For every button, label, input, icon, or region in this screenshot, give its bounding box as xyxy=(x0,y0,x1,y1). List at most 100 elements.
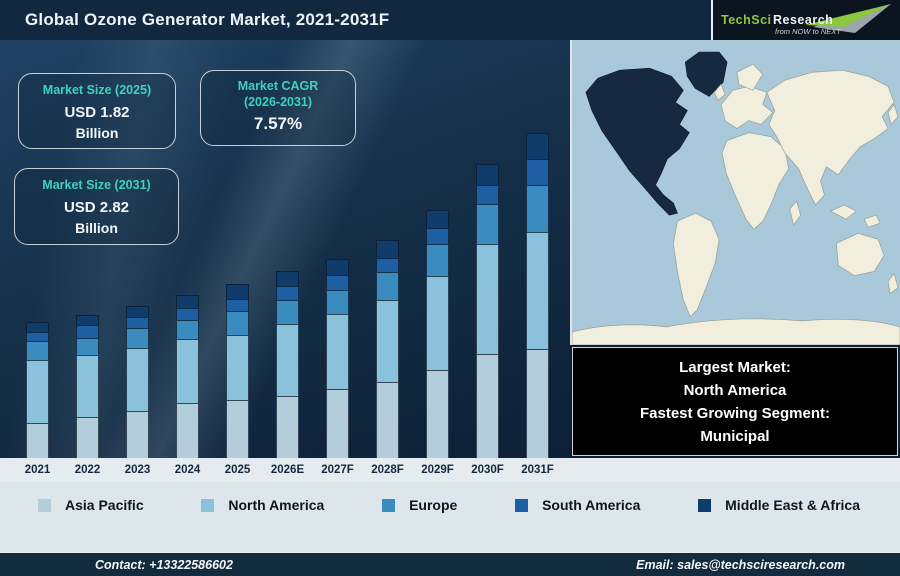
map-madagascar xyxy=(789,200,801,227)
market-cagr-box: Market CAGR (2026-2031) 7.57% xyxy=(200,70,356,146)
map-british-isles xyxy=(713,83,726,101)
callout-line-1: Largest Market: xyxy=(679,358,791,376)
logo-tagline: from NOW to NEXT xyxy=(775,27,842,36)
map-indonesia xyxy=(829,204,857,220)
bar-segment-north-america xyxy=(526,232,549,349)
bar-segment-south-america xyxy=(276,286,299,300)
bar-2022 xyxy=(76,315,99,458)
bar-2030F xyxy=(476,164,499,458)
legend-swatch-icon xyxy=(515,498,529,512)
bar-2023 xyxy=(126,306,149,458)
legend-label: North America xyxy=(228,497,325,513)
legend-swatch-icon xyxy=(38,498,51,512)
bar-2029F xyxy=(426,210,449,458)
bar-2024 xyxy=(176,295,199,458)
bar-segment-south-america xyxy=(526,159,549,185)
bar-segment-south-america xyxy=(226,299,249,311)
bar-segment-europe xyxy=(226,311,249,335)
bar-segment-north-america xyxy=(26,360,49,423)
bar-segment-europe xyxy=(526,185,549,232)
bar-2026E xyxy=(276,271,299,458)
bar-segment-asia-pacific xyxy=(76,417,99,458)
bar-segment-asia-pacific xyxy=(126,411,149,458)
bar-segment-asia-pacific xyxy=(376,382,399,458)
logo-brand-secondary: Research xyxy=(773,13,833,27)
x-tick-2031F: 2031F xyxy=(521,464,554,476)
bar-segment-asia-pacific xyxy=(26,423,49,458)
x-tick-2028F: 2028F xyxy=(371,464,404,476)
logo-arrow-icon xyxy=(805,4,891,27)
header: Global Ozone Generator Market, 2021-2031… xyxy=(0,0,900,40)
x-tick-2030F: 2030F xyxy=(471,464,504,476)
bar-segment-north-america xyxy=(426,276,449,370)
bar-segment-south-america xyxy=(426,228,449,244)
x-tick-2024: 2024 xyxy=(174,464,201,476)
legend-item-north-america: North America xyxy=(201,497,324,513)
bar-segment-middle-east-africa xyxy=(126,306,149,317)
bar-segment-middle-east-africa xyxy=(226,284,249,299)
x-tick-2023: 2023 xyxy=(124,464,151,476)
bar-segment-asia-pacific xyxy=(176,403,199,458)
market-size-2031-box: Market Size (2031) USD 2.82 Billion xyxy=(14,168,179,245)
x-tick-2025: 2025 xyxy=(224,464,251,476)
bar-segment-europe xyxy=(26,341,49,360)
bar-segment-south-america xyxy=(326,275,349,290)
market-size-2025-box: Market Size (2025) USD 1.82 Billion xyxy=(18,73,176,149)
callout-line-3: Fastest Growing Segment: xyxy=(639,404,831,422)
map-south-america xyxy=(673,212,720,318)
bar-segment-north-america xyxy=(276,324,299,396)
map-antarctica xyxy=(572,318,900,345)
market-size-2025-unit: Billion xyxy=(75,125,119,141)
map-new-guinea xyxy=(863,214,881,228)
techsci-research-logo: TechSci Research from NOW to NEXT xyxy=(711,0,900,40)
market-cagr-label: Market CAGR (2026-2031) xyxy=(237,79,319,109)
bar-segment-middle-east-africa xyxy=(76,315,99,325)
largest-market-callout: Largest Market: North America Fastest Gr… xyxy=(572,347,898,456)
bar-segment-asia-pacific xyxy=(326,389,349,458)
legend-label: South America xyxy=(542,497,641,513)
market-size-2031-unit: Billion xyxy=(75,220,118,236)
x-tick-2021: 2021 xyxy=(24,464,51,476)
bar-segment-south-america xyxy=(476,185,499,204)
map-europe xyxy=(720,85,774,130)
map-africa xyxy=(721,132,790,230)
bar-segment-middle-east-africa xyxy=(376,240,399,258)
footer-contact: Contact: +13322586602 xyxy=(95,557,233,572)
x-tick-2022: 2022 xyxy=(74,464,101,476)
bar-segment-north-america xyxy=(476,244,499,354)
x-tick-2027F: 2027F xyxy=(321,464,354,476)
bar-segment-middle-east-africa xyxy=(476,164,499,185)
bar-segment-europe xyxy=(126,328,149,348)
map-japan xyxy=(887,103,899,126)
bar-segment-middle-east-africa xyxy=(526,133,549,159)
footer: Contact: +13322586602 Email: sales@techs… xyxy=(0,552,900,576)
bar-segment-south-america xyxy=(176,308,199,320)
footer-email: Email: sales@techsciresearch.com xyxy=(636,557,845,572)
bar-segment-north-america xyxy=(76,355,99,417)
map-greenland xyxy=(684,51,728,97)
legend-swatch-icon xyxy=(201,498,215,512)
x-axis-strip: 2021 2022 2023 2024 2025 2026E 2027F 2028F 2029F… xyxy=(0,458,900,482)
page-title: Global Ozone Generator Market, 2021-2031… xyxy=(25,10,390,29)
bar-2021 xyxy=(26,322,49,458)
bar-segment-south-america xyxy=(26,332,49,341)
legend-item-asia-pacific: Asia Pacific xyxy=(38,497,144,513)
map-new-zealand xyxy=(887,272,899,295)
world-map-svg xyxy=(572,51,900,345)
legend-label: Middle East & Africa xyxy=(725,497,860,513)
callout-line-4: Municipal xyxy=(700,427,770,445)
market-size-2031-label: Market Size (2031) xyxy=(42,178,151,192)
bar-segment-middle-east-africa xyxy=(326,259,349,275)
bar-segment-middle-east-africa xyxy=(426,210,449,228)
bar-segment-europe xyxy=(76,338,99,355)
map-north-america xyxy=(585,67,690,216)
bar-segment-middle-east-africa xyxy=(276,271,299,286)
bar-2028F xyxy=(376,240,399,458)
bar-2025 xyxy=(226,284,249,458)
bar-segment-europe xyxy=(176,320,199,339)
chart-panel: Market Size (2025) USD 1.82 Billion Mark… xyxy=(0,40,570,458)
market-size-2031-value: USD 2.82 xyxy=(63,199,130,216)
legend-label: Europe xyxy=(409,497,458,513)
bar-segment-middle-east-africa xyxy=(26,322,49,332)
bar-segment-north-america xyxy=(326,314,349,389)
